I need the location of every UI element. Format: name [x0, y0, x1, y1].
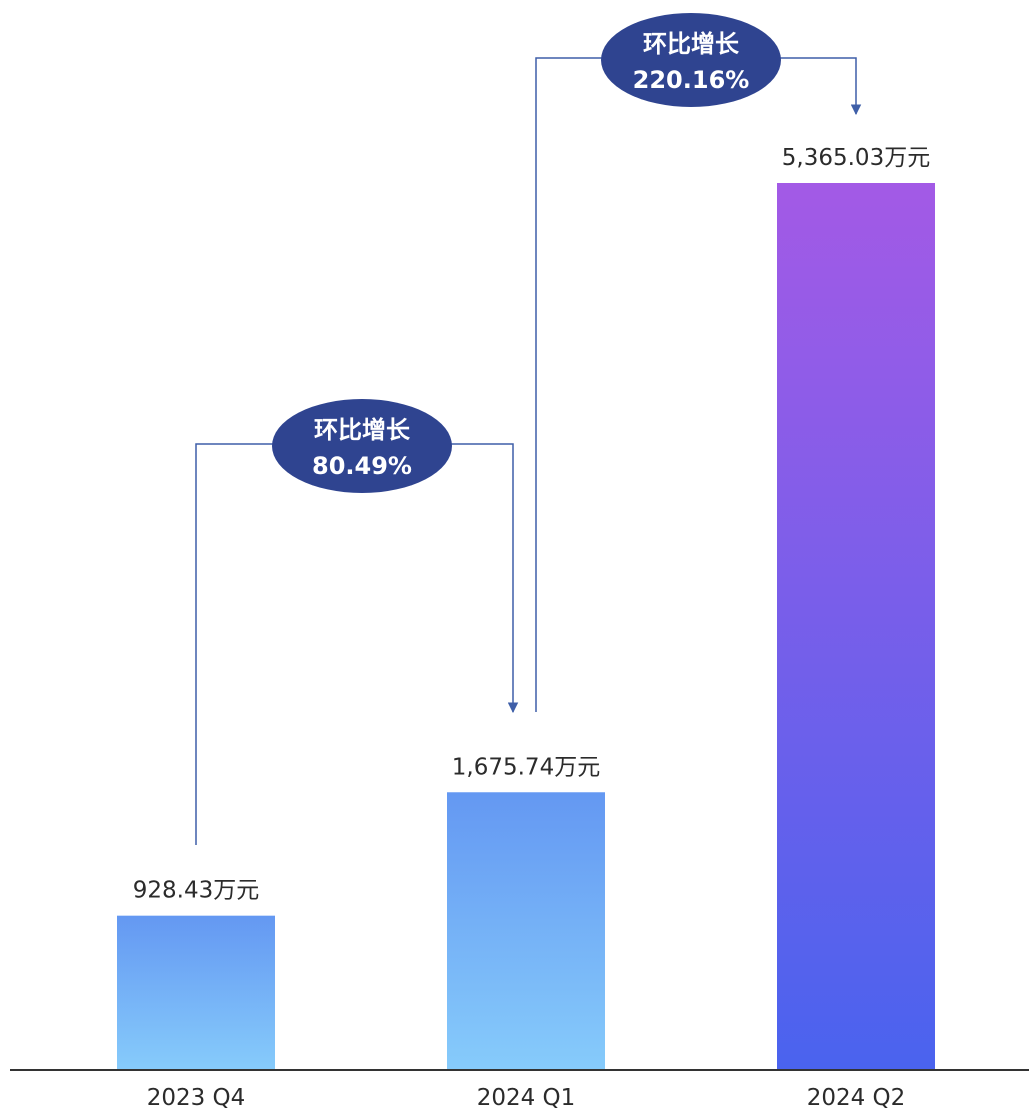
value-labels-layer: 928.43万元 1,675.74万元 5,365.03万元	[133, 145, 930, 904]
callout-percentage: 80.49%	[312, 452, 412, 480]
bar-2024-q1	[447, 792, 605, 1069]
growth-connector	[195, 443, 519, 845]
value-label: 1,675.74万元	[452, 754, 600, 780]
growth-callout-bubble	[272, 399, 452, 493]
x-tick-label: 2024 Q1	[477, 1085, 576, 1110]
callout-title: 环比增长	[314, 416, 411, 444]
value-label: 928.43万元	[133, 878, 259, 904]
callouts-layer: 环比增长 80.49% 环比增长 220.16%	[272, 13, 781, 493]
bar-2023-q4	[117, 915, 275, 1069]
bars-layer	[117, 183, 935, 1069]
callout-title: 环比增长	[643, 30, 740, 58]
value-label: 5,365.03万元	[782, 145, 930, 171]
growth-callout-bubble	[601, 13, 781, 107]
callout-percentage: 220.16%	[633, 66, 750, 94]
bar-2024-q2	[777, 183, 935, 1069]
x-axis-ticks: 2023 Q4 2024 Q1 2024 Q2	[147, 1085, 906, 1110]
x-tick-label: 2024 Q2	[807, 1085, 906, 1110]
x-tick-label: 2023 Q4	[147, 1085, 246, 1110]
